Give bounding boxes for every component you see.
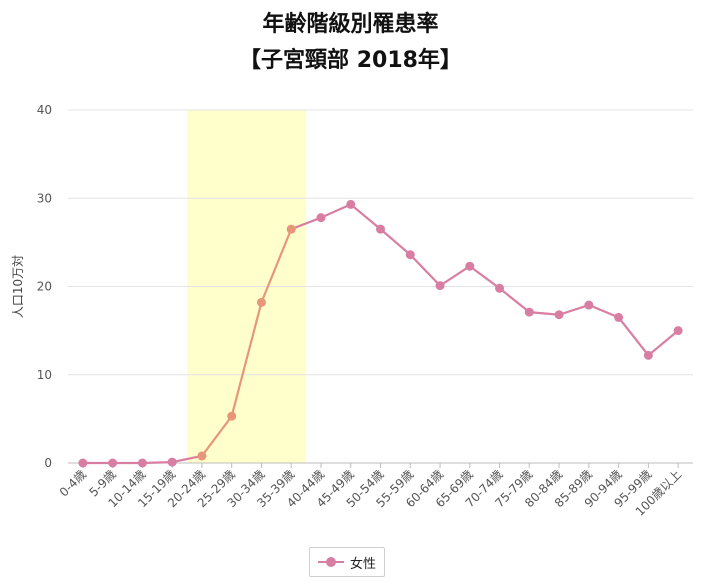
- series-line-segment: [319, 203, 352, 219]
- data-point: [167, 457, 177, 467]
- chart-title-line2: 【子宮頸部 2018年】: [239, 48, 462, 73]
- y-tick-label: 10: [37, 368, 52, 382]
- data-point: [524, 307, 534, 317]
- data-point: [108, 458, 118, 468]
- series-line-segment: [200, 415, 233, 458]
- y-tick-label: 40: [37, 103, 52, 117]
- series-line-segment: [171, 454, 204, 464]
- series-line-segment: [349, 203, 382, 231]
- data-point: [256, 297, 266, 307]
- series-line-segment: [557, 303, 590, 316]
- series-line-segment: [409, 253, 442, 287]
- data-point: [495, 283, 505, 293]
- legend-series-marker: [318, 555, 344, 569]
- data-point: [286, 224, 296, 234]
- data-point: [405, 250, 415, 260]
- data-point: [346, 199, 356, 209]
- series-line-segment: [647, 329, 680, 357]
- series-line-segment: [290, 216, 323, 231]
- data-point: [435, 281, 445, 291]
- data-point: [78, 458, 88, 468]
- data-point: [197, 451, 207, 461]
- chart-title-line1: 年齢階級別罹患率: [262, 12, 439, 37]
- y-tick-label: 30: [37, 191, 52, 205]
- y-tick-label: 0: [44, 456, 52, 470]
- series-line-segment: [379, 228, 412, 256]
- series-line-segment: [230, 301, 263, 418]
- data-point: [316, 213, 326, 223]
- data-point: [584, 300, 594, 310]
- data-point: [673, 326, 683, 336]
- data-point: [376, 224, 385, 234]
- y-tick-label: 20: [37, 280, 52, 294]
- series-line-segment: [468, 265, 501, 290]
- series-line-segment: [587, 303, 620, 319]
- series-line-segment: [617, 316, 650, 357]
- x-tick-label: 0-4歳: [57, 467, 89, 499]
- data-point: [554, 310, 564, 320]
- series-line-segment: [141, 461, 174, 465]
- data-point: [227, 411, 237, 421]
- series-line-segment: [498, 287, 531, 314]
- data-point: [643, 350, 653, 360]
- data-point: [465, 261, 475, 271]
- legend[interactable]: 女性: [309, 547, 385, 577]
- legend-label: 女性: [350, 556, 377, 572]
- data-point: [614, 312, 624, 322]
- series-line-segment: [528, 310, 561, 316]
- data-point: [137, 458, 147, 468]
- series-line-segment: [438, 265, 471, 287]
- series-line-segment: [260, 228, 293, 304]
- y-axis-label: 人口10万対: [11, 255, 25, 318]
